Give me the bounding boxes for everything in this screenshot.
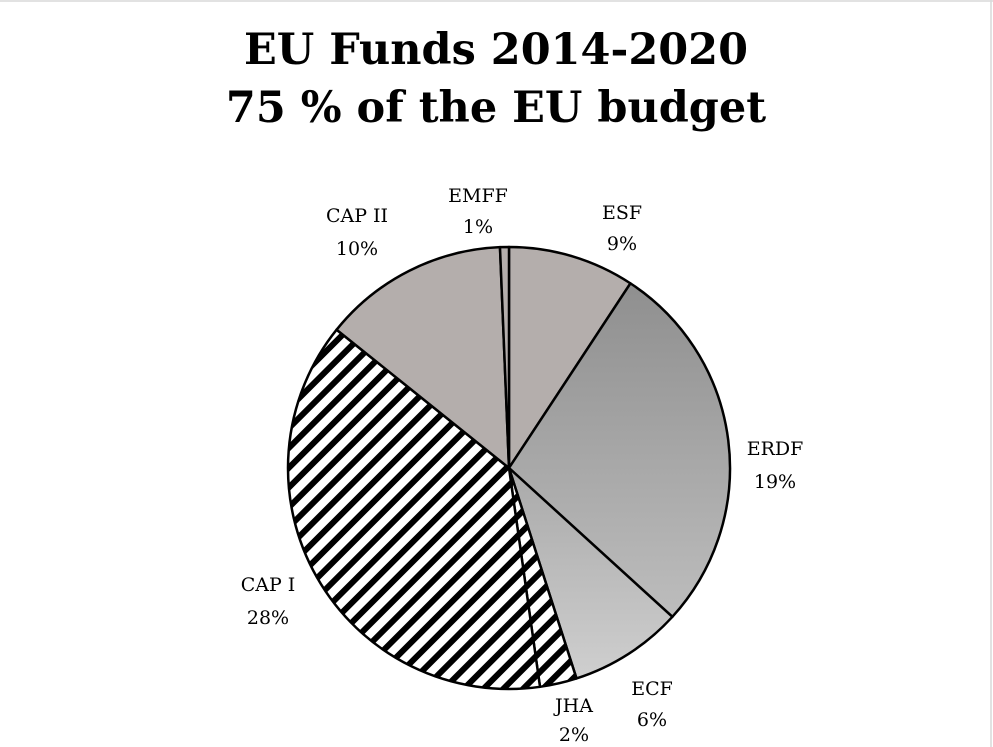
slice-percent-ecf: 6%	[637, 709, 667, 731]
pie-slice-cap-ii	[335, 245, 511, 470]
pie-slice-emff	[498, 245, 511, 470]
pie-slice-ecf	[507, 466, 674, 680]
slice-label-ecf: ECF	[631, 678, 673, 700]
slice-percent-jha: 2%	[559, 724, 589, 746]
pie-slice-cap-i	[286, 328, 542, 691]
slice-label-erdf: ERDF	[747, 438, 804, 460]
slice-label-cap-i: CAP I	[241, 574, 296, 596]
slice-percent-esf: 9%	[607, 233, 637, 255]
slice-label-emff: EMFF	[448, 185, 508, 207]
slice-label-jha: JHA	[553, 695, 593, 717]
chart-subtitle: 75 % of the EU budget	[226, 83, 766, 133]
slice-percent-emff: 1%	[463, 216, 493, 238]
pie-slices	[286, 245, 732, 691]
slice-percent-cap-i: 28%	[247, 607, 289, 629]
slice-percent-cap-ii: 10%	[336, 238, 378, 260]
slice-label-cap-ii: CAP II	[326, 205, 388, 227]
chart-title: EU Funds 2014-2020	[244, 25, 748, 75]
slice-percent-erdf: 19%	[754, 471, 796, 493]
pie-slice-esf	[507, 245, 632, 470]
pie-labels: ESF 9% ERDF 19% ECF 6% JHA 2% CAP I 28% CAP II 10% E…	[241, 185, 804, 746]
pie-slice-erdf	[507, 282, 732, 619]
slice-label-esf: ESF	[602, 202, 642, 224]
